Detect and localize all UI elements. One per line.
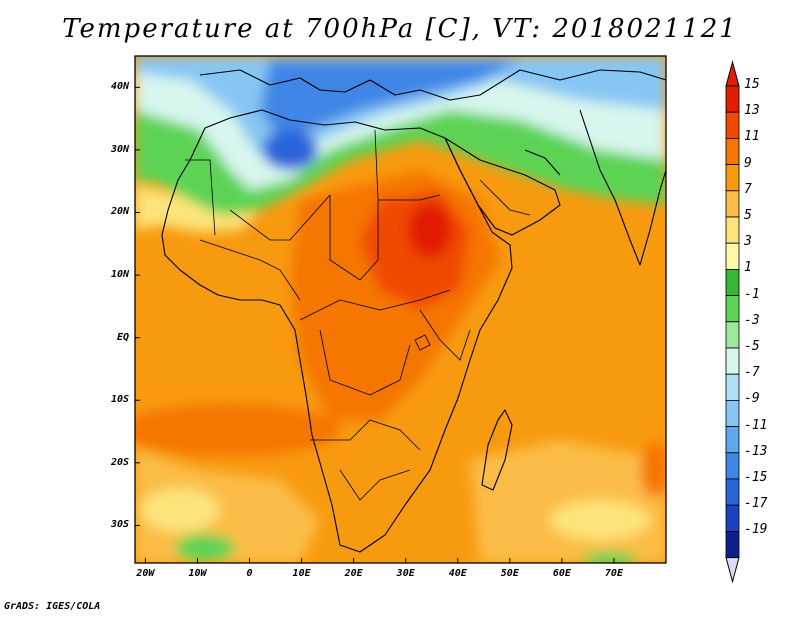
x-tick-label: 10E [292, 568, 311, 579]
coastline-madagascar [481, 409, 513, 491]
border-southern-1 [310, 419, 421, 451]
colorbar-swatch [725, 190, 740, 218]
coastline-persian-gulf [524, 149, 561, 176]
coastline-africa [161, 109, 513, 553]
border-west-africa [199, 239, 301, 301]
colorbar-swatch [725, 164, 740, 192]
y-tick-label: 40N [110, 81, 129, 93]
border-algeria-south [229, 194, 331, 241]
colorbar-label: -1 [744, 286, 760, 302]
border-libya-egypt [374, 129, 441, 201]
map-title: Temperature at 700hPa [C], VT: 201802112… [62, 14, 738, 44]
border-congo [319, 329, 411, 396]
border-southern-2 [339, 469, 411, 501]
border-chad-sudan [329, 195, 379, 281]
colorbar-label: 5 [744, 208, 752, 223]
y-tick-label: 20N [110, 206, 129, 218]
colorbar-label: 9 [744, 155, 752, 171]
field-north-deepblue [260, 60, 520, 140]
coastlines [161, 69, 666, 553]
border-saudi [479, 179, 531, 216]
colorbar-label: -5 [744, 339, 760, 354]
border-lake-victoria [414, 334, 431, 351]
colorbar-label: -7 [744, 365, 760, 381]
border-sahara-west [185, 159, 216, 236]
coastline-india [579, 109, 666, 266]
y-tick-label: 10N [110, 269, 129, 281]
y-tick-label: 10S [110, 394, 129, 406]
colorbar [725, 60, 740, 584]
colorbar-swatch [725, 347, 740, 375]
colorbar-swatch [725, 531, 740, 559]
temperature-field [135, 56, 666, 563]
colorbar-swatch [725, 268, 740, 296]
field-green-se [582, 552, 638, 563]
border-east-africa [419, 309, 471, 361]
colorbar-swatch [725, 478, 740, 506]
colorbar-swatch [725, 373, 740, 401]
colorbar-swatch [725, 321, 740, 349]
colorbar-label: -11 [744, 417, 768, 433]
coastline-europe [199, 69, 666, 101]
y-tick-label: 30N [110, 143, 129, 155]
colorbar-swatch [725, 216, 740, 244]
colorbar-bottom-arrow [725, 557, 740, 584]
y-tick-label: 30S [110, 519, 129, 531]
field-cold-core [262, 130, 318, 170]
colorbar-label: 11 [744, 129, 760, 145]
field-hot-spot [408, 202, 452, 258]
colorbar-swatch [725, 85, 740, 113]
colorbar-label: 7 [744, 181, 752, 197]
x-tick-label: 40E [448, 568, 467, 579]
colorbar-swatch [725, 452, 740, 480]
colorbar-label: 13 [744, 103, 760, 119]
colorbar-swatch [725, 295, 740, 323]
colorbar-label: 15 [744, 77, 760, 92]
axis-tickmarks [135, 86, 615, 563]
x-tick-label: 50E [500, 568, 519, 579]
colorbar-swatch [725, 111, 740, 139]
field-south-yellow [135, 450, 320, 563]
colorbar-label: 1 [744, 260, 752, 276]
border-central-africa [299, 289, 451, 321]
x-tick-label: 10W [188, 568, 207, 579]
y-tick-label: 20S [110, 456, 129, 468]
x-tick-label: 20W [136, 568, 155, 579]
colorbar-swatch [725, 399, 740, 427]
colorbar-label: -19 [744, 522, 768, 538]
field-southeast-yellow [470, 440, 666, 563]
colorbar-label: 3 [744, 234, 752, 250]
colorbar-label: -17 [744, 496, 768, 512]
x-tick-label: 0 [246, 568, 253, 579]
colorbar-label: -9 [744, 391, 760, 407]
y-tick-label: EQ [116, 331, 129, 343]
country-borders [185, 129, 531, 501]
field-southeast-pale [550, 500, 650, 540]
credit-text: GrADS: IGES/COLA [4, 601, 101, 612]
colorbar-top-arrow [725, 60, 740, 87]
colorbar-label: -13 [744, 443, 768, 459]
x-tick-label: 30E [396, 568, 415, 579]
colorbar-swatch [725, 426, 740, 454]
colorbar-label: -3 [744, 312, 760, 328]
x-tick-label: 70E [604, 568, 623, 579]
coastline-arabia [444, 137, 561, 236]
colorbar-swatch [725, 504, 740, 532]
field-south-pale [140, 488, 220, 532]
colorbar-label: -15 [744, 470, 768, 485]
colorbar-swatch [725, 137, 740, 165]
field-sahara-yellow [135, 185, 260, 232]
field-green-sw [175, 534, 235, 562]
map-frame [134, 55, 667, 564]
field-atlantic-warm [135, 404, 340, 456]
x-tick-label: 60E [552, 568, 571, 579]
x-tick-label: 20E [344, 568, 363, 579]
field-warm-se [641, 442, 666, 498]
colorbar-swatch [725, 242, 740, 270]
